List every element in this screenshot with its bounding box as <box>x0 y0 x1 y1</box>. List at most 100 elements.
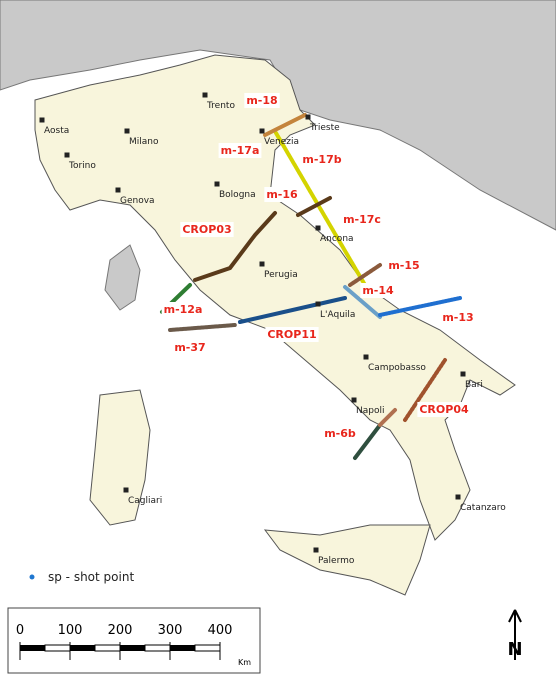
scale-tick-label: 400 <box>208 623 233 638</box>
profile-label: m-17b <box>302 153 341 166</box>
city-label: Bari <box>465 380 483 390</box>
city-label: Genova <box>120 196 155 206</box>
profile-label: m-6b <box>324 427 356 440</box>
line-crop04 <box>403 358 447 422</box>
line-m-17c <box>296 196 332 217</box>
city-label: Torino <box>68 161 96 171</box>
scale-segment <box>70 645 95 651</box>
sardinia <box>89 389 151 526</box>
scale-segment <box>170 645 195 651</box>
city-label: L'Aquila <box>320 310 355 320</box>
scale-tick-label: 200 <box>108 623 133 638</box>
profile-label: m-16 <box>266 188 298 201</box>
scale-segment <box>20 645 45 651</box>
profile-labels: m-18 m-17a m-17b m-16 m-17c CROP03 m-15 m-14 m-1… <box>161 93 476 441</box>
city-label: Trieste <box>309 123 340 133</box>
profile-label-bg <box>322 426 358 441</box>
city-label: Cagliari <box>128 496 162 506</box>
profile-label-bg <box>386 258 422 273</box>
city-marker <box>351 397 357 403</box>
profile-label-bg <box>180 222 234 237</box>
city-marker <box>39 117 45 123</box>
profile-label: m-12a <box>164 303 203 316</box>
line-m-17 <box>274 131 367 287</box>
profile-label: m-17a <box>221 144 260 157</box>
line-m-37 <box>168 323 237 332</box>
line-m-6b <box>353 423 382 460</box>
city-label: Venezia <box>264 137 299 147</box>
profile-label: m-37 <box>174 341 205 354</box>
profile-label-bg <box>341 212 383 227</box>
profile-lines <box>160 113 462 460</box>
city-marker <box>305 114 311 120</box>
scale-tick-label: 100 <box>58 623 83 638</box>
profile-label-bg <box>218 143 262 158</box>
profile-label-bg <box>417 402 471 417</box>
city-marker <box>313 547 319 553</box>
city-marker <box>202 92 208 98</box>
scale-tick-label: 0 <box>16 623 24 638</box>
city-label: Palermo <box>318 556 355 566</box>
scale-box <box>7 607 261 674</box>
profile-label-bg <box>172 340 208 355</box>
city-label: Perugia <box>264 270 298 280</box>
scale-segment <box>144 644 171 652</box>
scale-segment <box>194 644 221 652</box>
profile-label: m-13 <box>442 311 473 324</box>
profile-label-bg <box>440 310 476 325</box>
corsica <box>104 244 141 311</box>
scale-segment <box>120 645 145 651</box>
profile-label: m-14 <box>362 284 394 297</box>
city-marker <box>315 225 321 231</box>
profile-label: CROP11 <box>267 328 316 341</box>
city-marker <box>214 181 220 187</box>
profile-label: m-15 <box>388 259 419 272</box>
scale-tick-label: 300 <box>158 623 183 638</box>
line-crop11 <box>238 296 347 324</box>
profile-label-bg <box>264 187 301 202</box>
scale-segment <box>94 644 121 652</box>
city-marker <box>363 354 369 360</box>
line-m-14 <box>343 285 382 319</box>
city-marker <box>115 187 121 193</box>
line-m-6b-b <box>378 408 397 427</box>
city-marker <box>259 261 265 267</box>
city-label: Ancona <box>320 234 354 244</box>
city-label: Milano <box>129 137 159 147</box>
sicily <box>263 524 431 596</box>
legend-label: sp - shot point <box>48 570 134 584</box>
profile-label: CROP04 <box>419 403 469 416</box>
cities: Trento Aosta Milano Torino Genova Bologna Trie… <box>39 92 506 566</box>
line-crop03 <box>193 211 277 282</box>
city-label: Napoli <box>356 406 384 416</box>
scale-segment <box>44 644 71 652</box>
city-marker <box>315 301 321 307</box>
north-label: N <box>507 639 522 660</box>
city-marker <box>64 152 70 158</box>
profile-label-bg <box>265 327 319 342</box>
city-marker <box>259 128 265 134</box>
line-m-13 <box>378 296 462 317</box>
city-label: Bologna <box>219 190 256 200</box>
profile-label-bg <box>161 302 205 317</box>
profile-label: m-18 <box>246 94 277 107</box>
scale-unit: Km <box>238 658 251 667</box>
profile-label: m-17c <box>343 213 381 226</box>
profile-label-bg <box>300 152 344 167</box>
city-marker <box>124 128 130 134</box>
city-marker <box>123 487 129 493</box>
city-label: Trento <box>206 101 235 111</box>
profile-label: CROP03 <box>182 223 231 236</box>
city-marker <box>455 494 461 500</box>
profile-label-bg <box>244 93 280 108</box>
city-label: Aosta <box>44 126 69 136</box>
line-m-15 <box>348 263 382 287</box>
profile-label-bg <box>360 283 397 298</box>
line-m-18 <box>263 113 307 137</box>
city-label: Catanzaro <box>460 503 506 513</box>
legend-dot <box>29 574 35 580</box>
scale-bar: 0 100 200 300 400 Km <box>16 623 251 667</box>
city-label: Campobasso <box>368 363 426 373</box>
city-marker <box>460 371 466 377</box>
